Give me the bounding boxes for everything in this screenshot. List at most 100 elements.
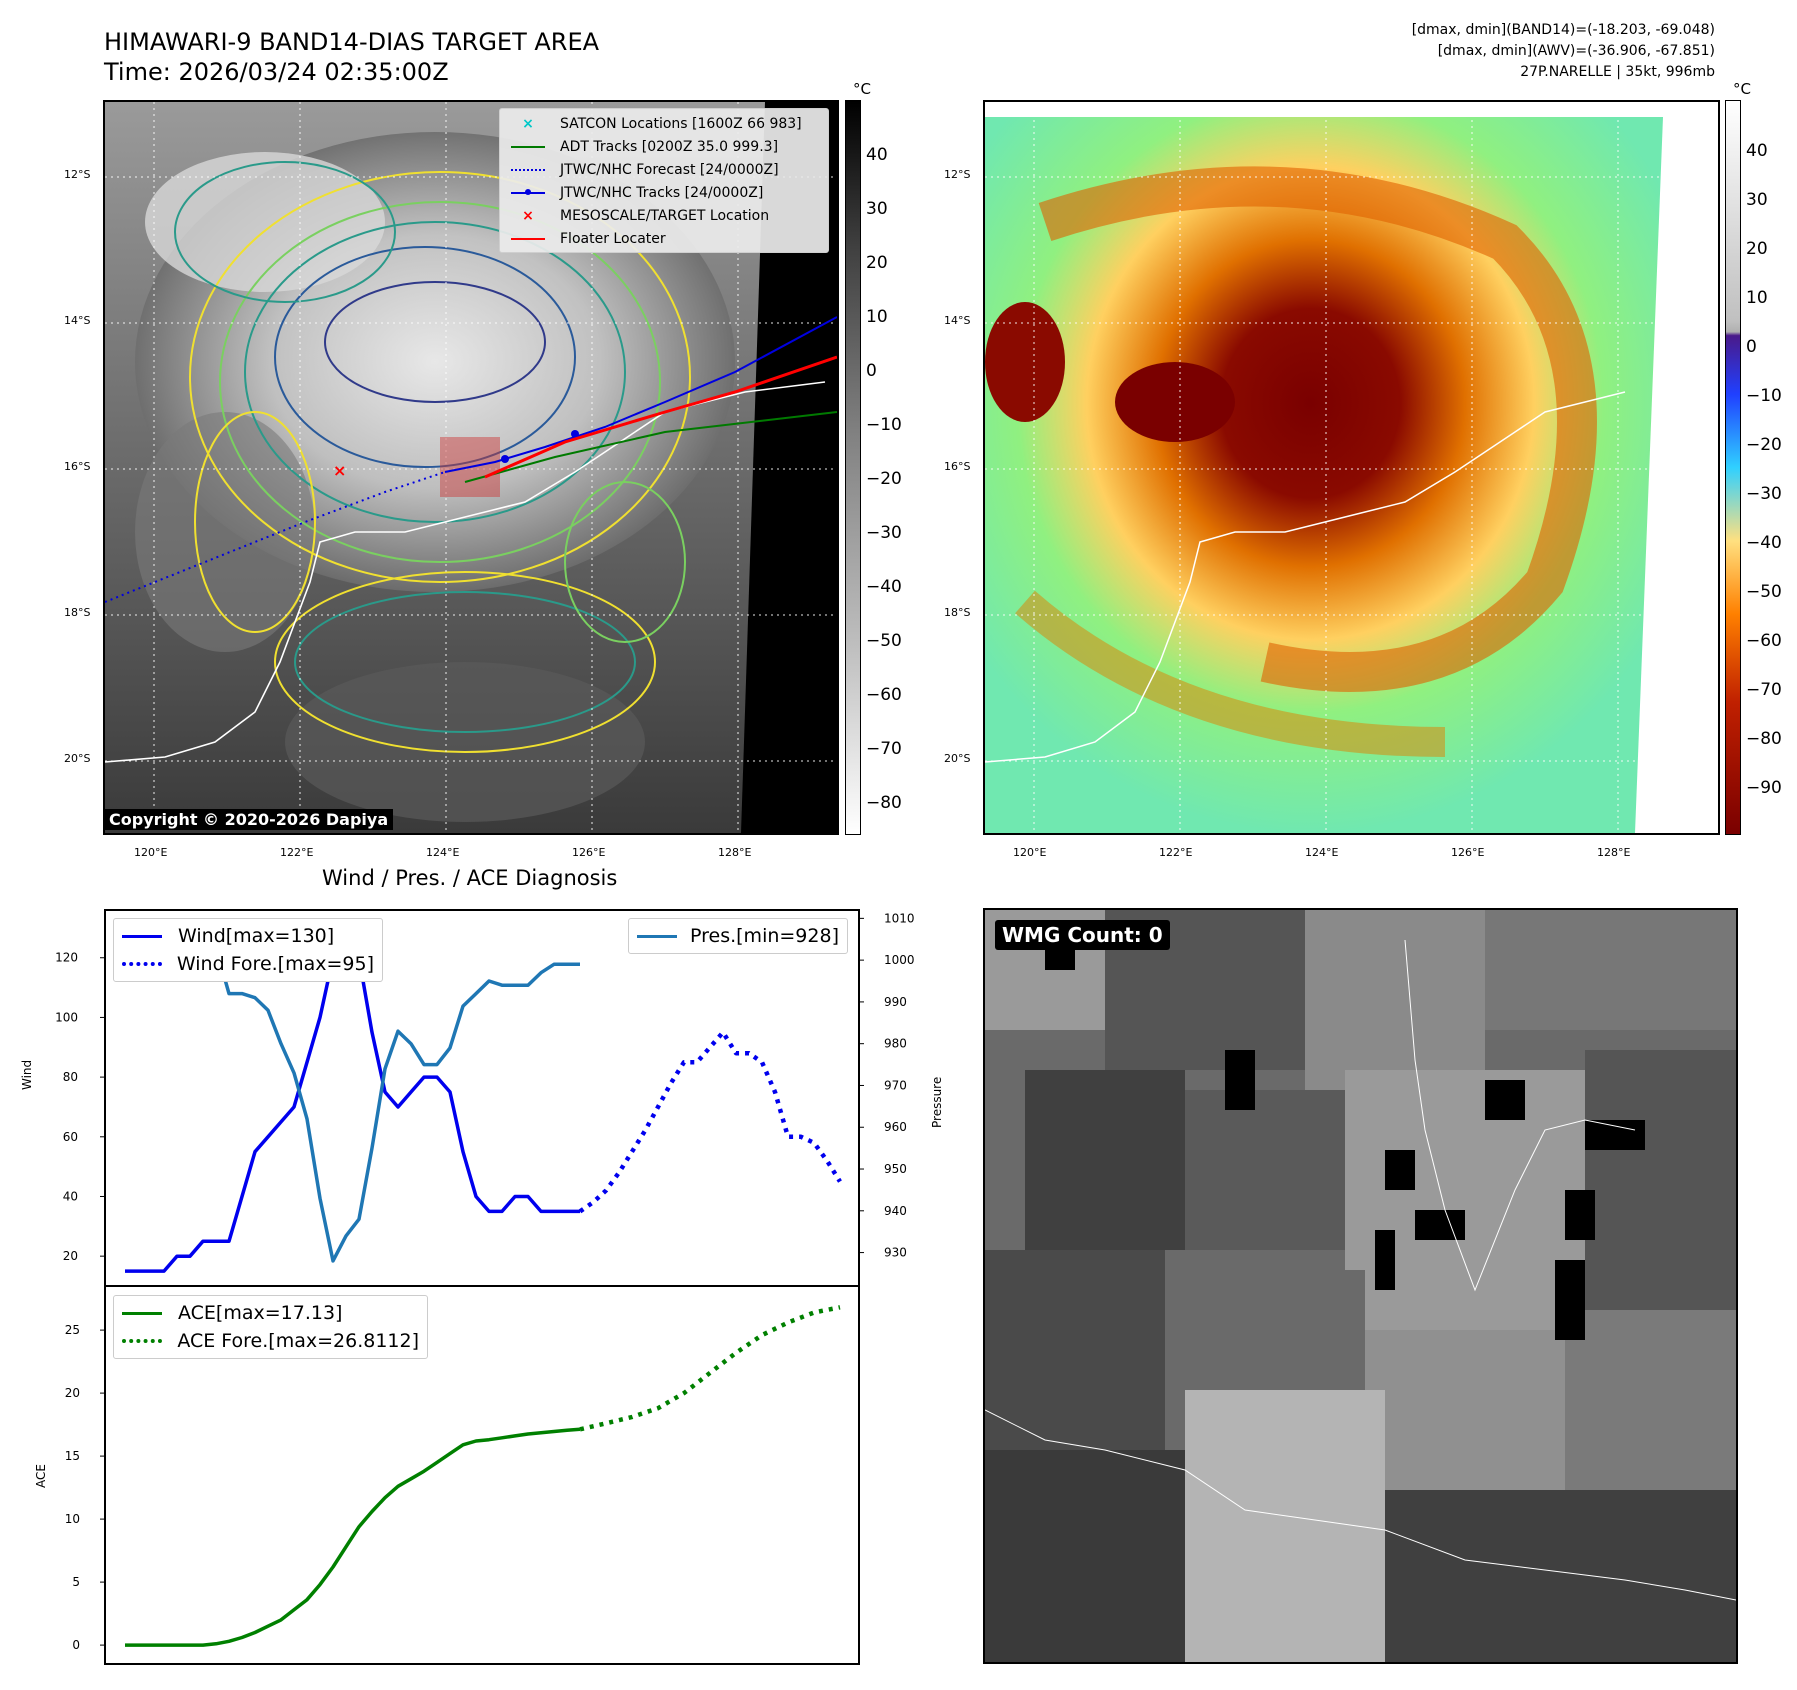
ir-map-svg: × (105, 102, 837, 833)
colorbar-tick: 10 (1746, 288, 1768, 308)
wmg-panel (983, 908, 1738, 1664)
ir-colorbar (845, 100, 861, 835)
legend-item-ace: ACE[max=17.13] (122, 1299, 419, 1327)
legend-item-wind-fore: Wind Fore.[max=95] (122, 950, 374, 978)
colorbar-tick: −20 (866, 469, 902, 489)
legend-item-mesoscale: × MESOSCALE/TARGET Location (506, 204, 822, 227)
legend-item-forecast: JTWC/NHC Forecast [24/0000Z] (506, 158, 822, 181)
line-marker-icon (122, 934, 168, 938)
lon-label: 126°E (1451, 846, 1485, 859)
colorbar-tick: −10 (866, 415, 902, 435)
colorbar-tick: −90 (1746, 778, 1782, 798)
lon-label: 124°E (1305, 846, 1339, 859)
info-storm: 27P.NARELLE | 35kt, 996mb (1520, 64, 1715, 80)
lat-label: 16°S (944, 460, 971, 473)
pres-yticks: 930 940 950 960 970 980 990 1000 1010 (859, 911, 915, 1260)
tick-label: 960 (884, 1120, 907, 1134)
tick-label: 15 (65, 1449, 80, 1463)
colorbar-tick: 0 (866, 361, 877, 381)
line-marker-icon (506, 145, 550, 148)
figure-time: Time: 2026/03/24 02:35:00Z (104, 58, 449, 86)
bd-colorbar-ticks: 40 30 20 10 0 −10 −20 −30 −40 −50 −60 −7… (1746, 100, 1797, 835)
tick-label: 0 (72, 1638, 80, 1652)
ir-map-legend: × SATCON Locations [1600Z 66 983] ADT Tra… (499, 108, 829, 253)
colorbar-tick: 20 (866, 253, 888, 273)
lat-label: 18°S (64, 606, 91, 619)
ace-legend: ACE[max=17.13] ACE Fore.[max=26.8112] (113, 1295, 428, 1359)
lat-label: 14°S (64, 314, 91, 327)
legend-item-floater: Floater Locater (506, 227, 822, 250)
tick-label: 100 (55, 1010, 78, 1024)
tick-label: 80 (63, 1070, 78, 1084)
ace-yticks: 0 5 10 15 20 25 (65, 1323, 105, 1652)
colorbar-tick: 0 (1746, 337, 1757, 357)
colorbar-tick: −30 (866, 523, 902, 543)
colorbar-tick: −80 (1746, 729, 1782, 749)
colorbar-unit: °C (853, 80, 871, 98)
colorbar-tick: −60 (866, 685, 902, 705)
tick-label: 120 (55, 951, 78, 965)
colorbar-tick: −40 (866, 577, 902, 597)
lon-label: 124°E (426, 846, 460, 859)
tick-label: 930 (884, 1246, 907, 1260)
tick-label: 1010 (884, 911, 915, 925)
ace-lines (125, 1305, 841, 1647)
wind-yticks: 20 40 60 80 100 120 (55, 951, 105, 1263)
colorbar-tick: −30 (1746, 484, 1782, 504)
colorbar-tick: −60 (1746, 631, 1782, 651)
x-marker-icon: × (522, 207, 534, 224)
figure-title: HIMAWARI-9 BAND14-DIAS TARGET AREA (104, 28, 600, 56)
tick-label: 60 (63, 1130, 78, 1144)
legend-label: Wind[max=130] (178, 925, 335, 947)
lat-label: 20°S (64, 752, 91, 765)
wmg-count-badge: WMG Count: 0 (995, 920, 1170, 950)
tick-label: 1000 (884, 953, 915, 967)
chart-title: Wind / Pres. / ACE Diagnosis (322, 866, 618, 890)
tick-label: 970 (884, 1078, 907, 1092)
series-line (125, 1427, 581, 1647)
colorbar-tick: −50 (866, 631, 902, 651)
colorbar-tick: −70 (1746, 680, 1782, 700)
lon-label: 122°E (1159, 846, 1193, 859)
lat-label: 20°S (944, 752, 971, 765)
tick-label: 40 (63, 1189, 78, 1203)
info-band14: [dmax, dmin](BAND14)=(-18.203, -69.048) (1411, 22, 1715, 38)
colorbar-tick: −20 (1746, 435, 1782, 455)
wind-legend: Wind[max=130] Wind Fore.[max=95] (113, 918, 383, 982)
series-line (578, 1030, 842, 1214)
legend-label: ADT Tracks [0200Z 35.0 999.3] (560, 138, 779, 155)
lon-label: 128°E (718, 846, 752, 859)
legend-item-tracks: JTWC/NHC Tracks [24/0000Z] (506, 181, 822, 204)
tick-label: 990 (884, 995, 907, 1009)
tick-label: 940 (884, 1204, 907, 1218)
info-awv: [dmax, dmin](AWV)=(-36.906, -67.851) (1437, 43, 1715, 59)
colorbar-tick: −50 (1746, 582, 1782, 602)
colorbar-tick: 30 (1746, 190, 1768, 210)
legend-label: ACE Fore.[max=26.8112] (177, 1330, 419, 1352)
bd-colorbar (1725, 100, 1741, 835)
lat-label: 12°S (944, 168, 971, 181)
legend-label: MESOSCALE/TARGET Location (560, 207, 770, 224)
legend-item-wind: Wind[max=130] (122, 922, 374, 950)
tick-label: 980 (884, 1037, 907, 1051)
legend-item-satcon: × SATCON Locations [1600Z 66 983] (506, 112, 822, 135)
colorbar-tick: −40 (1746, 533, 1782, 553)
line-dot-marker-icon (506, 188, 550, 195)
copyright-badge: Copyright © 2020-2026 Dapiya (104, 809, 394, 830)
colorbar-tick: −10 (1746, 386, 1782, 406)
dotted-line-icon (122, 1339, 167, 1343)
dotted-line-icon (506, 168, 550, 171)
colorbar-tick: 20 (1746, 239, 1768, 259)
legend-item-adt: ADT Tracks [0200Z 35.0 999.3] (506, 135, 822, 158)
bd-map-svg (985, 102, 1718, 833)
legend-label: JTWC/NHC Tracks [24/0000Z] (560, 184, 764, 201)
bd-map-panel (983, 100, 1720, 835)
colorbar-tick: 30 (866, 199, 888, 219)
pressure-legend: Pres.[min=928] (628, 918, 848, 954)
line-marker-icon (506, 237, 550, 240)
colorbar-unit: °C (1733, 80, 1751, 98)
lon-label: 120°E (134, 846, 168, 859)
line-marker-icon (637, 934, 680, 938)
legend-label: Floater Locater (560, 230, 666, 247)
